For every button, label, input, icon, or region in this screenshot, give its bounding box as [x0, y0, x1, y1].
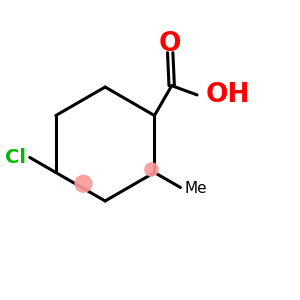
Text: O: O — [159, 31, 182, 57]
Circle shape — [145, 163, 158, 176]
Text: OH: OH — [206, 82, 250, 108]
Circle shape — [75, 175, 92, 192]
Text: Me: Me — [184, 181, 207, 196]
Text: Cl: Cl — [5, 148, 26, 167]
